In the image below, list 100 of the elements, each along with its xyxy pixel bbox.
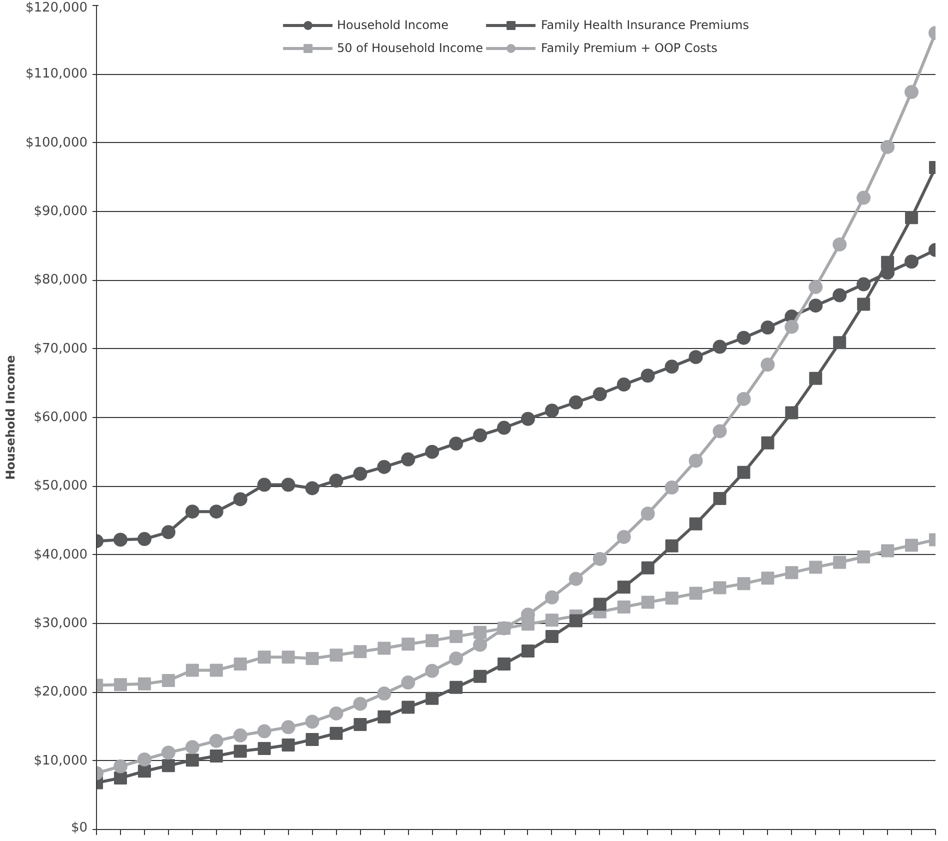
legend-label: 50 of Household Income — [337, 41, 483, 55]
point — [185, 504, 200, 519]
point — [905, 538, 918, 552]
point — [497, 420, 512, 435]
point — [257, 724, 272, 738]
point — [809, 372, 822, 385]
point — [329, 706, 344, 720]
point — [737, 577, 750, 590]
legend-label: Household Income — [337, 18, 449, 32]
point — [257, 478, 272, 492]
point — [808, 280, 823, 294]
point — [161, 746, 176, 760]
y-tick-label: $90,000 — [34, 204, 88, 219]
point — [233, 492, 248, 506]
point — [689, 517, 702, 530]
point — [593, 598, 606, 611]
point — [306, 733, 319, 746]
point — [210, 664, 223, 677]
point — [474, 670, 487, 683]
point — [377, 686, 392, 701]
point — [282, 650, 295, 664]
point — [450, 630, 463, 644]
point — [306, 652, 319, 666]
y-tick-label: $70,000 — [34, 341, 88, 356]
y-axis-title: Household Income — [3, 355, 18, 480]
point — [209, 734, 224, 748]
point — [617, 600, 630, 614]
point — [258, 742, 271, 755]
point — [880, 140, 895, 154]
point — [114, 772, 127, 784]
point — [234, 658, 247, 671]
point — [234, 744, 247, 758]
point — [833, 336, 846, 350]
point — [761, 572, 774, 585]
y-tick-label: $100,000 — [25, 135, 88, 150]
point — [305, 481, 320, 496]
point — [378, 642, 391, 655]
point — [664, 360, 679, 374]
point — [186, 664, 199, 677]
point — [737, 466, 750, 479]
point — [473, 428, 488, 442]
point — [688, 454, 703, 468]
point — [641, 596, 654, 609]
point — [354, 718, 367, 731]
point — [378, 710, 391, 724]
y-tick-label: $10,000 — [34, 753, 88, 768]
point — [162, 759, 175, 772]
point — [544, 590, 559, 604]
point — [353, 466, 368, 481]
point — [161, 525, 176, 540]
point — [137, 752, 152, 766]
point — [521, 644, 534, 658]
point — [785, 566, 798, 580]
y-tick-label: $0 — [70, 820, 88, 836]
point — [401, 676, 416, 690]
legend-label: Family Premium + OOP Costs — [540, 41, 718, 55]
point — [258, 650, 271, 664]
point — [330, 726, 343, 740]
point — [209, 504, 224, 519]
y-tick-label: $120,000 — [25, 0, 88, 16]
point — [713, 581, 726, 594]
y-tick-label: $60,000 — [34, 410, 88, 425]
point — [568, 572, 583, 586]
point — [520, 412, 535, 426]
point — [449, 436, 464, 451]
point — [426, 692, 439, 705]
point — [905, 211, 918, 224]
point — [186, 754, 199, 767]
point — [832, 288, 847, 302]
legend-label: Family Health Insurance Premiums — [540, 18, 749, 32]
point — [641, 561, 654, 574]
point — [713, 492, 726, 506]
y-tick-label: $40,000 — [34, 547, 88, 562]
point — [282, 738, 295, 752]
y-tick-label: $30,000 — [34, 616, 88, 631]
point — [736, 330, 751, 345]
point — [305, 714, 320, 729]
point — [450, 680, 463, 694]
point — [904, 85, 919, 100]
point — [856, 277, 871, 292]
point — [330, 648, 343, 662]
point — [640, 506, 655, 521]
point — [784, 320, 799, 334]
point — [138, 677, 151, 690]
point — [425, 664, 440, 678]
point — [833, 556, 846, 569]
point — [281, 478, 296, 492]
point — [498, 658, 511, 671]
point — [377, 460, 392, 474]
point — [640, 368, 655, 383]
point — [329, 474, 344, 488]
point — [402, 638, 415, 651]
point — [617, 580, 630, 594]
point — [761, 436, 774, 450]
point — [712, 424, 727, 438]
point — [689, 586, 702, 600]
point — [425, 444, 440, 459]
point — [809, 560, 822, 574]
point — [881, 256, 894, 269]
point — [401, 452, 416, 466]
